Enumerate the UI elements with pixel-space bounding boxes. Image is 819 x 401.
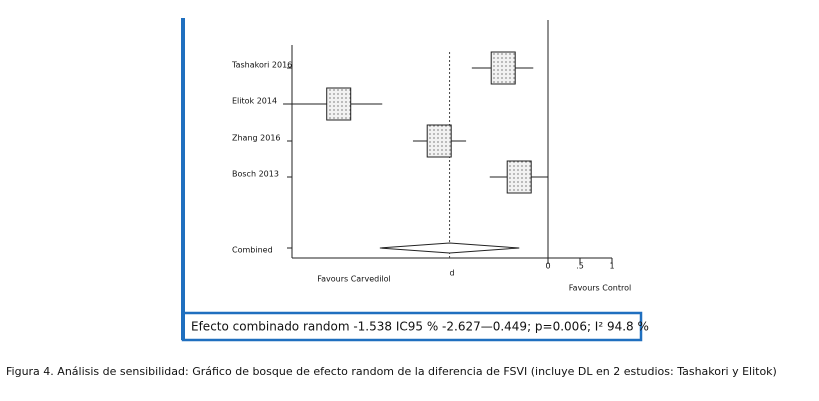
estimate-box [506, 160, 532, 194]
summary: Efecto combinado random -1.538 IC95 % -2… [191, 320, 649, 334]
combined-label: Combined [232, 246, 273, 255]
x-label: d [449, 269, 454, 278]
left-label: Favours Carvedilol [317, 275, 391, 284]
study-label: Bosch 2013 [232, 170, 279, 179]
estimate-box [426, 124, 452, 158]
blue-bar [181, 18, 185, 340]
right-label: Favours Control [569, 284, 631, 293]
x-tick-label: 1 [609, 262, 614, 271]
study-label: Tashakori 2016 [231, 61, 292, 70]
caption: Figura 4. Análisis de sensibilidad: Gráf… [6, 365, 777, 378]
x-tick-label: .5 [576, 262, 584, 271]
x-tick-label: 0 [545, 262, 550, 271]
study-label: Zhang 2016 [232, 134, 281, 143]
estimate-box [490, 51, 516, 85]
combined-diamond [379, 242, 520, 254]
estimate-box [326, 87, 352, 121]
summary-box [181, 311, 643, 342]
study-label: Elitok 2014 [232, 97, 277, 106]
